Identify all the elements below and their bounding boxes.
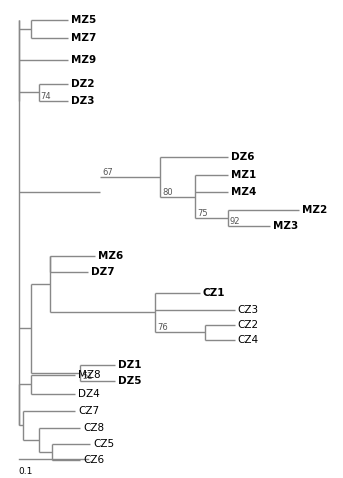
Text: 80: 80 [162,188,173,196]
Text: MZ9: MZ9 [71,55,96,65]
Text: 92: 92 [230,217,240,226]
Text: MZ3: MZ3 [273,221,298,231]
Text: CZ3: CZ3 [238,305,259,315]
Text: DZ5: DZ5 [118,376,142,386]
Text: MZ2: MZ2 [303,206,328,216]
Text: DZ2: DZ2 [71,79,95,89]
Text: DZ3: DZ3 [71,96,95,106]
Text: 76: 76 [157,323,168,332]
Text: 0.1: 0.1 [19,467,33,476]
Text: MZ5: MZ5 [71,15,97,25]
Text: 75: 75 [197,209,208,218]
Text: CZ7: CZ7 [79,406,99,416]
Text: DZ7: DZ7 [91,267,115,277]
Text: CZ4: CZ4 [238,335,259,345]
Text: DZ6: DZ6 [231,152,254,162]
Text: CZ1: CZ1 [203,288,225,298]
Text: DZ4: DZ4 [79,389,100,399]
Text: 67: 67 [102,168,113,177]
Text: CZ5: CZ5 [93,439,115,449]
Text: CZ8: CZ8 [83,423,105,433]
Text: MZ6: MZ6 [98,251,123,261]
Text: CZ2: CZ2 [238,320,259,330]
Text: CZ6: CZ6 [83,455,105,465]
Text: DZ1: DZ1 [118,360,142,370]
Text: 51: 51 [82,372,93,380]
Text: MZ8: MZ8 [79,370,101,380]
Text: MZ1: MZ1 [231,170,256,180]
Text: MZ4: MZ4 [231,187,256,196]
Text: 74: 74 [40,92,51,101]
Text: MZ7: MZ7 [71,33,97,43]
